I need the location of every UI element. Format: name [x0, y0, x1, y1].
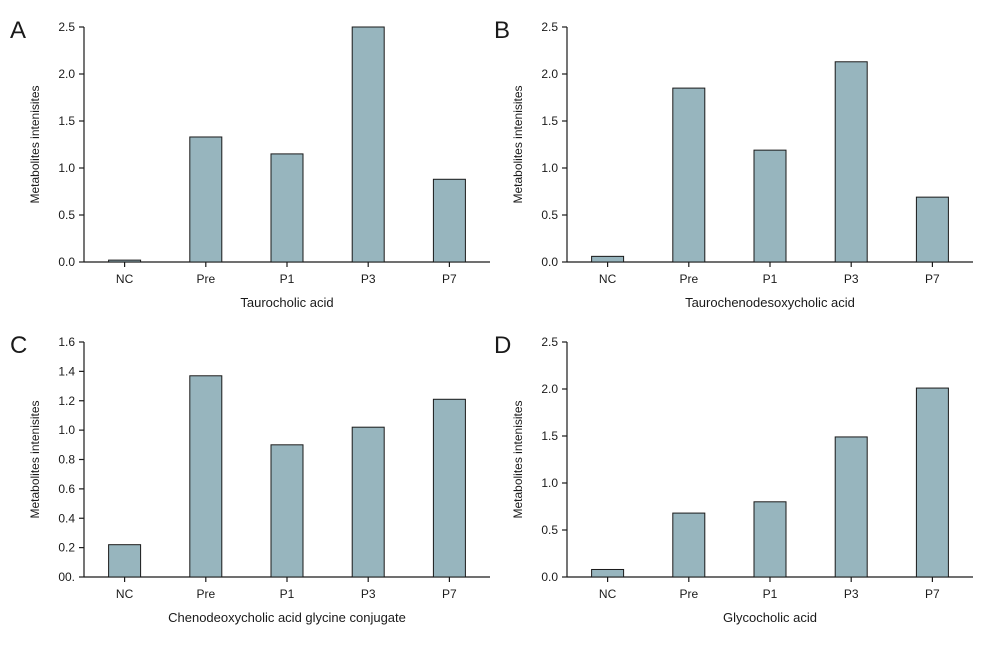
x-tick-label: NC	[599, 587, 617, 601]
y-tick-label: 2.5	[541, 20, 558, 34]
x-tick-label: P3	[361, 272, 376, 286]
y-tick-label: 1.6	[58, 335, 75, 349]
y-axis-label: Metabolites intenisites	[28, 400, 42, 518]
bar-p7	[915, 196, 949, 263]
bar-pre	[672, 512, 706, 578]
panel-letter: B	[494, 17, 510, 44]
bar-nc	[108, 259, 142, 263]
bar-pre	[672, 87, 706, 263]
y-tick-label: 1.0	[541, 476, 558, 490]
y-tick-label: 0.0	[541, 255, 558, 269]
y-tick-label: 0.0	[541, 570, 558, 584]
x-tick-label: P1	[280, 587, 295, 601]
y-tick-label: 0.4	[58, 511, 75, 525]
bar-pre	[189, 136, 223, 263]
chart-panel-b: B 0.0 0.5 1.0 1.5 2.0 2.5 NC Pre P1 P3 P7 Taurocheno…	[494, 17, 973, 310]
y-tick-label: 1.0	[58, 161, 75, 175]
x-tick-label: Pre	[196, 272, 215, 286]
y-tick-label: 0.2	[58, 541, 75, 555]
bar-pre	[189, 375, 223, 578]
bar-p3	[834, 61, 868, 263]
y-tick-label: 0.5	[541, 208, 558, 222]
x-tick-label: P7	[925, 272, 940, 286]
x-tick-label: P1	[280, 272, 295, 286]
y-tick-label: 1.2	[58, 394, 75, 408]
y-tick-label: 1.5	[541, 114, 558, 128]
x-axis-label: Glycocholic acid	[723, 610, 817, 625]
x-axis-label: Taurocholic acid	[240, 295, 333, 310]
bar-p7	[915, 387, 949, 578]
y-tick-label: 1.0	[58, 423, 75, 437]
bar-p1	[753, 501, 787, 578]
bar-p3	[834, 436, 868, 578]
x-tick-label: P7	[442, 587, 457, 601]
y-tick-label: 00.	[58, 570, 75, 584]
y-tick-label: 1.0	[541, 161, 558, 175]
bar-p1	[753, 149, 787, 263]
x-tick-label: P3	[844, 587, 859, 601]
x-tick-label: P7	[925, 587, 940, 601]
x-tick-label: P7	[442, 272, 457, 286]
x-axis-label: Taurochenodesoxycholic acid	[685, 295, 855, 310]
bar-p3	[351, 26, 385, 263]
chart-panel-a: A 0.0 0.5 1.0 1.5 2.0 2.5 NC Pre P1 P3 P7 Taurocholi…	[10, 17, 490, 310]
x-tick-label: NC	[116, 587, 134, 601]
bar-nc	[591, 568, 625, 578]
y-tick-label: 1.5	[541, 429, 558, 443]
y-tick-label: 2.0	[541, 67, 558, 81]
bar-p7	[432, 398, 466, 578]
panel-letter: C	[10, 332, 27, 359]
y-tick-label: 0.5	[541, 523, 558, 537]
y-tick-label: 0.8	[58, 453, 75, 467]
y-axis-label: Metabolites intenisites	[511, 400, 525, 518]
panel-letter: D	[494, 332, 511, 359]
x-tick-label: P3	[361, 587, 376, 601]
y-tick-label: 2.0	[541, 382, 558, 396]
y-tick-label: 1.4	[58, 364, 75, 378]
x-axis-label: Chenodeoxycholic acid glycine conjugate	[168, 610, 406, 625]
y-tick-label: 2.0	[58, 67, 75, 81]
bar-p7	[432, 178, 466, 263]
panel-letter: A	[10, 17, 26, 44]
bar-p1	[270, 444, 304, 578]
chart-panel-d: D 0.0 0.5 1.0 1.5 2.0 2.5 NC Pre P1 P3 P7 Glycocholi…	[494, 332, 973, 625]
bar-p1	[270, 153, 304, 263]
chart-panel-c: C 00. 0.2 0.4 0.6 0.8 1.0 1.2 1.4 1.6 NC Pre P1 P3 P7 C…	[10, 332, 490, 625]
x-tick-label: Pre	[679, 587, 698, 601]
y-tick-label: 1.5	[58, 114, 75, 128]
x-tick-label: NC	[599, 272, 617, 286]
x-tick-label: Pre	[196, 587, 215, 601]
x-tick-label: Pre	[679, 272, 698, 286]
x-tick-label: P1	[763, 272, 778, 286]
y-axis-label: Metabolites intenisites	[511, 85, 525, 203]
x-tick-label: NC	[116, 272, 134, 286]
bar-nc	[108, 544, 142, 578]
bar-p3	[351, 426, 385, 578]
y-axis-label: Metabolites intenisites	[28, 85, 42, 203]
y-tick-label: 0.6	[58, 482, 75, 496]
y-tick-label: 2.5	[541, 335, 558, 349]
y-tick-label: 0.5	[58, 208, 75, 222]
bar-nc	[591, 255, 625, 263]
x-tick-label: P1	[763, 587, 778, 601]
x-tick-label: P3	[844, 272, 859, 286]
y-tick-label: 0.0	[58, 255, 75, 269]
y-tick-label: 2.5	[58, 20, 75, 34]
